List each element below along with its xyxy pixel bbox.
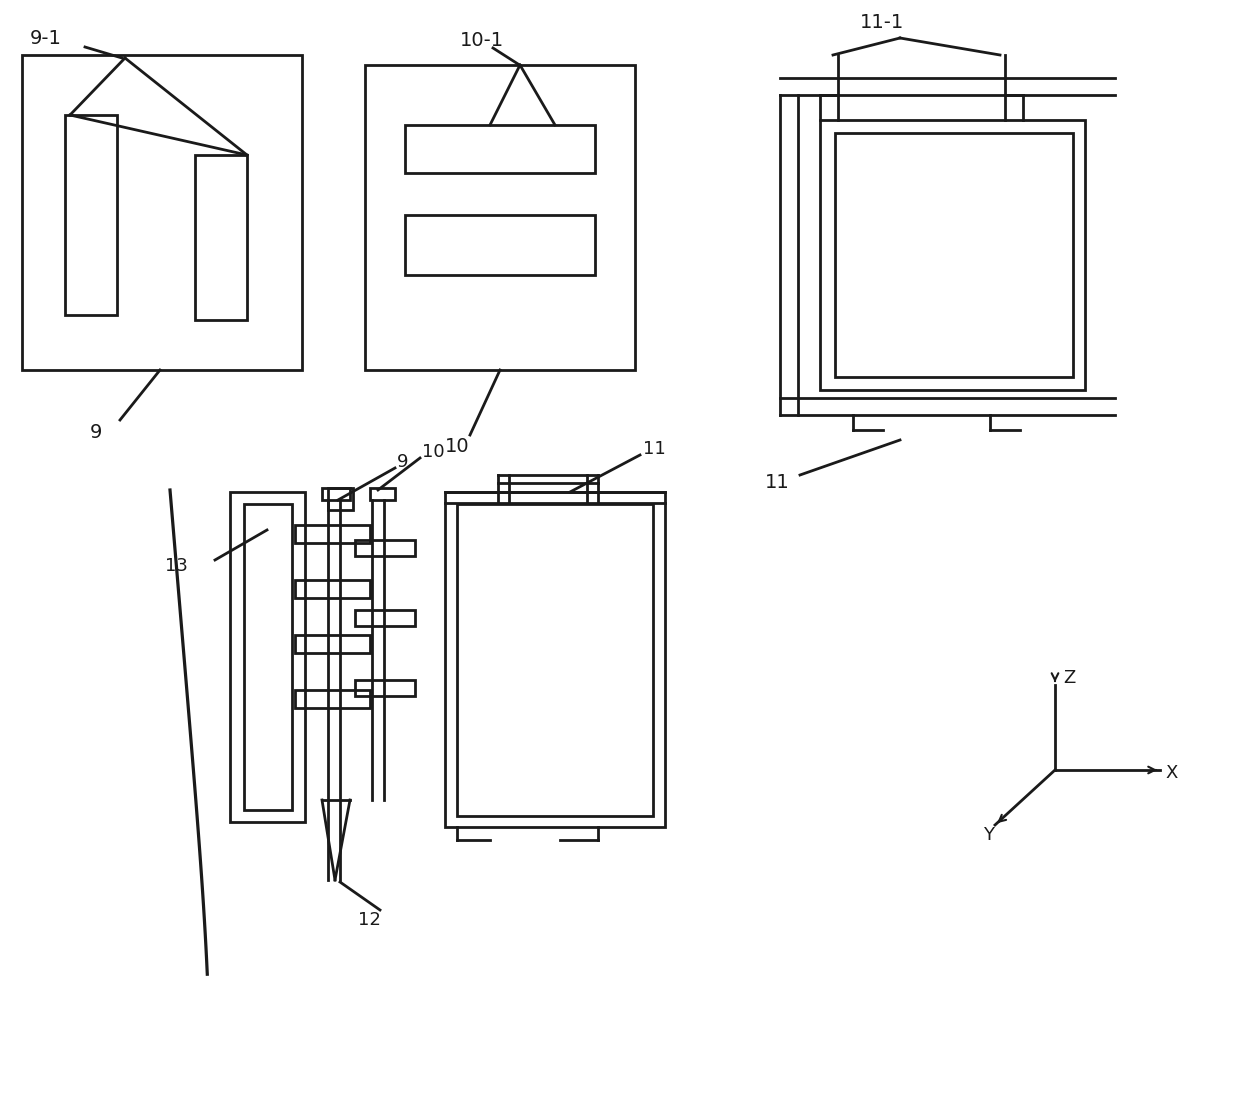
Text: 9: 9 [397,453,408,471]
Bar [355,610,415,626]
Text: 11: 11 [644,440,666,458]
Text: 12: 12 [358,911,381,929]
Text: 10: 10 [422,443,445,460]
Text: 11-1: 11-1 [861,12,904,32]
Text: 9-1: 9-1 [30,29,62,47]
Bar [355,540,415,556]
Text: Y: Y [983,826,994,844]
Bar [445,492,665,828]
Bar [322,488,350,500]
Bar [295,635,370,653]
Bar [295,525,370,543]
Text: 10: 10 [445,437,470,456]
Bar [244,504,291,810]
Text: Z: Z [1063,669,1075,687]
Bar [229,492,305,822]
Text: X: X [1166,764,1177,782]
Text: 13: 13 [165,557,188,575]
Bar [458,504,653,815]
Bar [835,133,1073,377]
Bar [329,488,353,510]
Text: 9: 9 [91,422,103,442]
Bar [195,155,247,320]
Bar [295,580,370,598]
Bar [355,680,415,696]
Bar [405,125,595,173]
Text: 10-1: 10-1 [460,31,505,49]
Bar [370,488,396,500]
Bar [820,120,1085,390]
Bar [365,65,635,370]
Bar [295,690,370,708]
Text: 11: 11 [765,473,790,491]
Bar [405,215,595,275]
Bar [22,55,303,370]
Bar [64,115,117,315]
